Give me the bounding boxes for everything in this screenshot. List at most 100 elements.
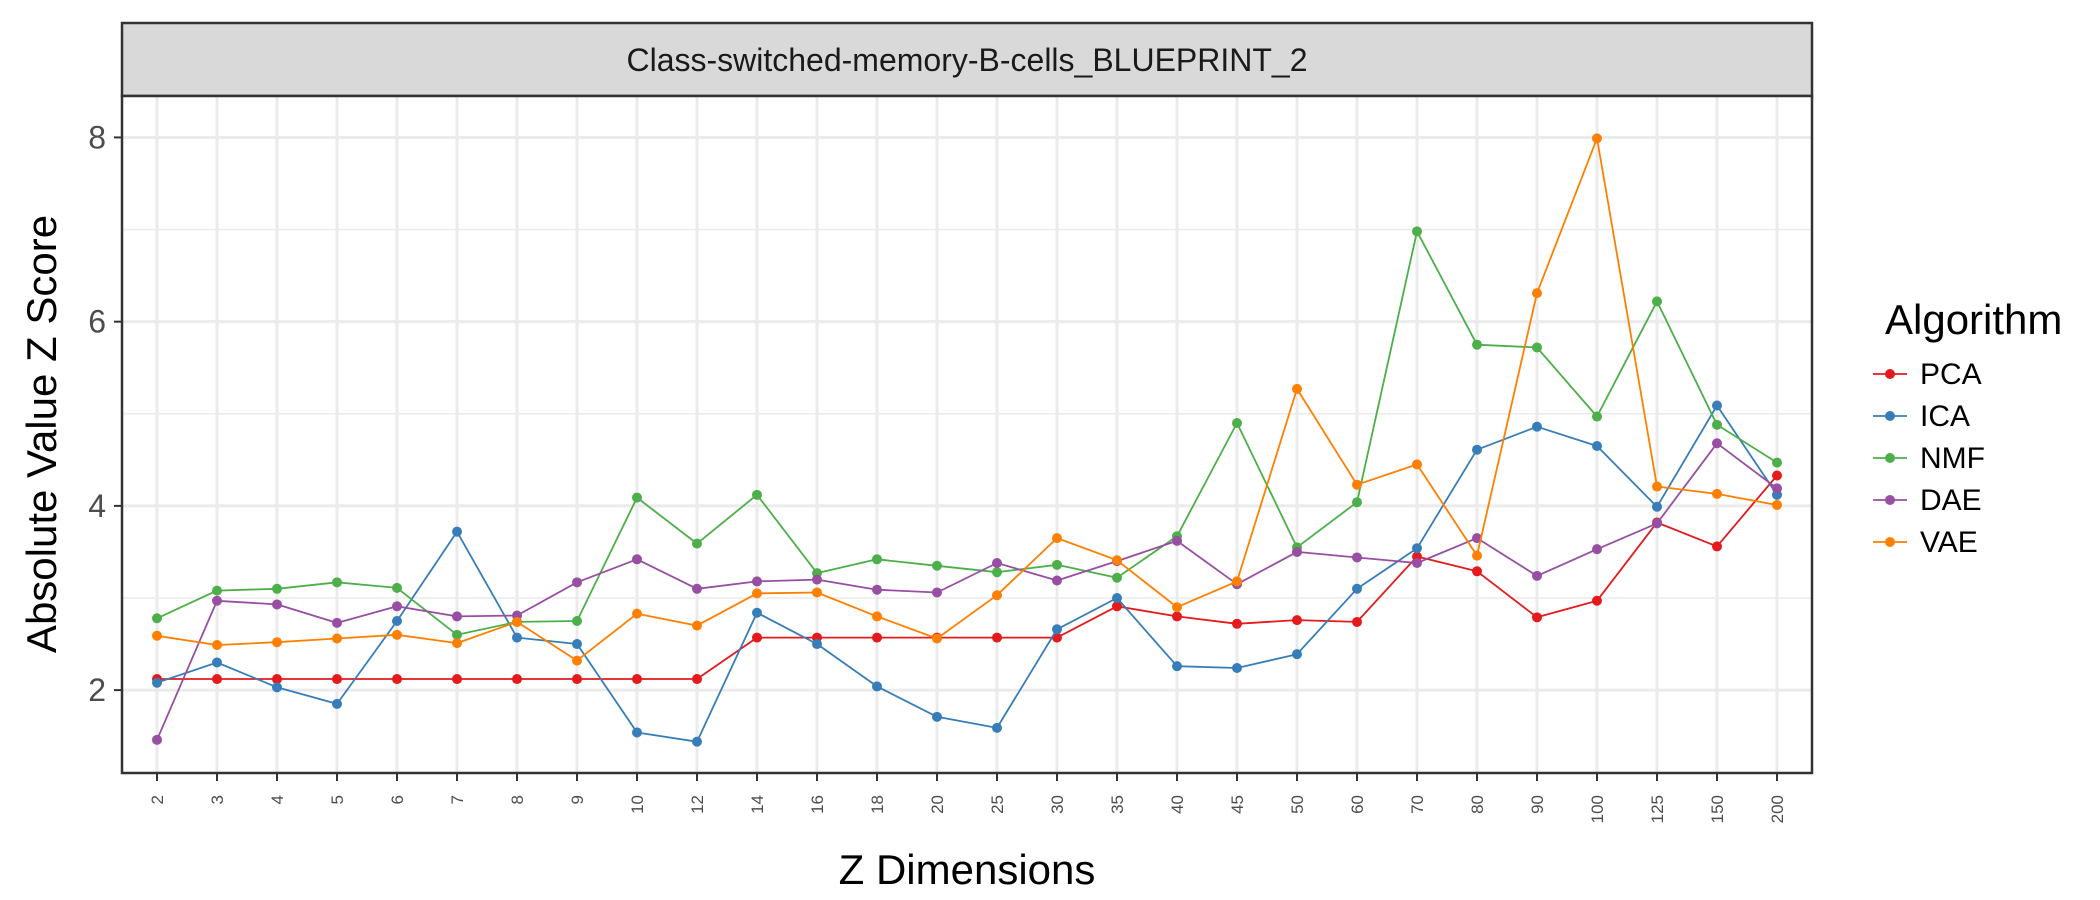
legend-item-ica: ICA xyxy=(1873,400,1970,433)
plot-panel xyxy=(122,96,1812,773)
data-point-pca xyxy=(572,674,582,685)
data-point-dae xyxy=(872,584,882,595)
data-point-vae xyxy=(1412,459,1422,470)
panel-border xyxy=(120,94,1814,775)
data-point-pca xyxy=(632,674,642,685)
data-point-pca xyxy=(1592,595,1602,606)
data-point-dae xyxy=(332,617,342,628)
data-point-ica xyxy=(1292,649,1302,660)
data-point-pca xyxy=(1472,566,1482,577)
legend-label: PCA xyxy=(1920,358,1982,391)
data-point-vae xyxy=(212,639,222,650)
data-point-pca xyxy=(512,674,522,685)
data-point-vae xyxy=(632,608,642,619)
data-point-dae xyxy=(1532,570,1542,581)
data-point-vae xyxy=(572,655,582,666)
data-point-nmf xyxy=(1712,419,1722,430)
legend: Algorithm PCA ICA NMF DAE VAE xyxy=(1873,296,2062,559)
data-point-ica xyxy=(572,639,582,650)
data-point-ica xyxy=(1232,662,1242,673)
x-tick-label: 150 xyxy=(1708,795,1727,823)
y-axis: 2 4 6 8 xyxy=(88,119,122,708)
data-point-vae xyxy=(1712,488,1722,499)
x-tick-label: 20 xyxy=(928,795,947,814)
x-tick-label: 35 xyxy=(1108,795,1127,814)
legend-item-nmf: NMF xyxy=(1873,442,1985,475)
data-point-pca xyxy=(1772,470,1782,481)
data-point-vae xyxy=(932,633,942,644)
legend-label: DAE xyxy=(1920,484,1982,517)
legend-title: Algorithm xyxy=(1885,296,2062,343)
data-point-vae xyxy=(1472,550,1482,561)
data-point-ica xyxy=(1592,441,1602,452)
series-line-vae xyxy=(156,137,1778,662)
data-point-ica xyxy=(992,722,1002,733)
x-tick-label: 5 xyxy=(328,795,347,804)
data-point-ica xyxy=(812,639,822,650)
data-point-vae xyxy=(152,630,162,641)
legend-key-point xyxy=(1885,369,1895,379)
x-tick-label: 8 xyxy=(508,795,527,804)
y-tick-label: 8 xyxy=(88,119,106,155)
data-point-ica xyxy=(1412,543,1422,554)
y-tick-label: 6 xyxy=(88,304,106,340)
data-point-vae xyxy=(1172,602,1182,613)
x-tick-label: 100 xyxy=(1588,795,1607,823)
data-point-pca xyxy=(1292,615,1302,626)
legend-label: VAE xyxy=(1920,526,1978,559)
data-point-pca xyxy=(1172,611,1182,622)
x-tick-label: 14 xyxy=(748,795,767,814)
x-tick-label: 40 xyxy=(1168,795,1187,814)
data-point-ica xyxy=(1472,444,1482,455)
legend-label: NMF xyxy=(1920,442,1985,475)
data-point-vae xyxy=(512,616,522,627)
data-point-pca xyxy=(392,674,402,685)
x-tick-label: 30 xyxy=(1048,795,1067,814)
data-point-nmf xyxy=(1472,339,1482,350)
data-point-pca xyxy=(992,632,1002,643)
x-tick-label: 6 xyxy=(388,795,407,804)
y-tick-label: 2 xyxy=(88,672,106,708)
data-point-ica xyxy=(452,526,462,537)
facet-strip xyxy=(120,21,1814,98)
data-point-ica xyxy=(752,607,762,618)
data-point-dae xyxy=(152,734,162,745)
x-tick-label: 18 xyxy=(868,795,887,814)
y-tick-label: 4 xyxy=(88,488,106,524)
data-point-nmf xyxy=(632,492,642,503)
data-point-pca xyxy=(1112,601,1122,612)
data-point-ica xyxy=(632,727,642,738)
data-point-nmf xyxy=(392,582,402,593)
data-point-ica xyxy=(1352,583,1362,594)
data-point-dae xyxy=(1352,552,1362,563)
data-point-nmf xyxy=(872,554,882,565)
data-point-dae xyxy=(1712,438,1722,449)
data-point-ica xyxy=(872,681,882,692)
data-point-nmf xyxy=(332,577,342,588)
data-point-dae xyxy=(392,601,402,612)
legend-key-point xyxy=(1885,495,1895,505)
legend-item-vae: VAE xyxy=(1873,526,1978,559)
x-tick-label: 7 xyxy=(448,795,467,804)
data-point-vae xyxy=(1292,383,1302,394)
grid xyxy=(122,96,1812,773)
data-point-dae xyxy=(452,611,462,622)
data-point-nmf xyxy=(152,613,162,624)
data-point-nmf xyxy=(1232,417,1242,428)
x-tick-label: 50 xyxy=(1288,795,1307,814)
data-point-dae xyxy=(692,583,702,594)
data-point-ica xyxy=(212,657,222,668)
data-point-vae xyxy=(1652,481,1662,492)
x-tick-label: 9 xyxy=(568,795,587,804)
series-vae xyxy=(152,133,1782,666)
data-point-dae xyxy=(1052,575,1062,586)
data-point-vae xyxy=(1112,555,1122,566)
data-point-pca xyxy=(692,674,702,685)
legend-label: ICA xyxy=(1920,400,1970,433)
data-point-pca xyxy=(1232,618,1242,629)
data-point-ica xyxy=(1052,624,1062,635)
data-point-vae xyxy=(752,588,762,599)
series-line-dae xyxy=(156,442,1778,741)
data-point-nmf xyxy=(1592,411,1602,422)
x-tick-label: 90 xyxy=(1528,795,1547,814)
